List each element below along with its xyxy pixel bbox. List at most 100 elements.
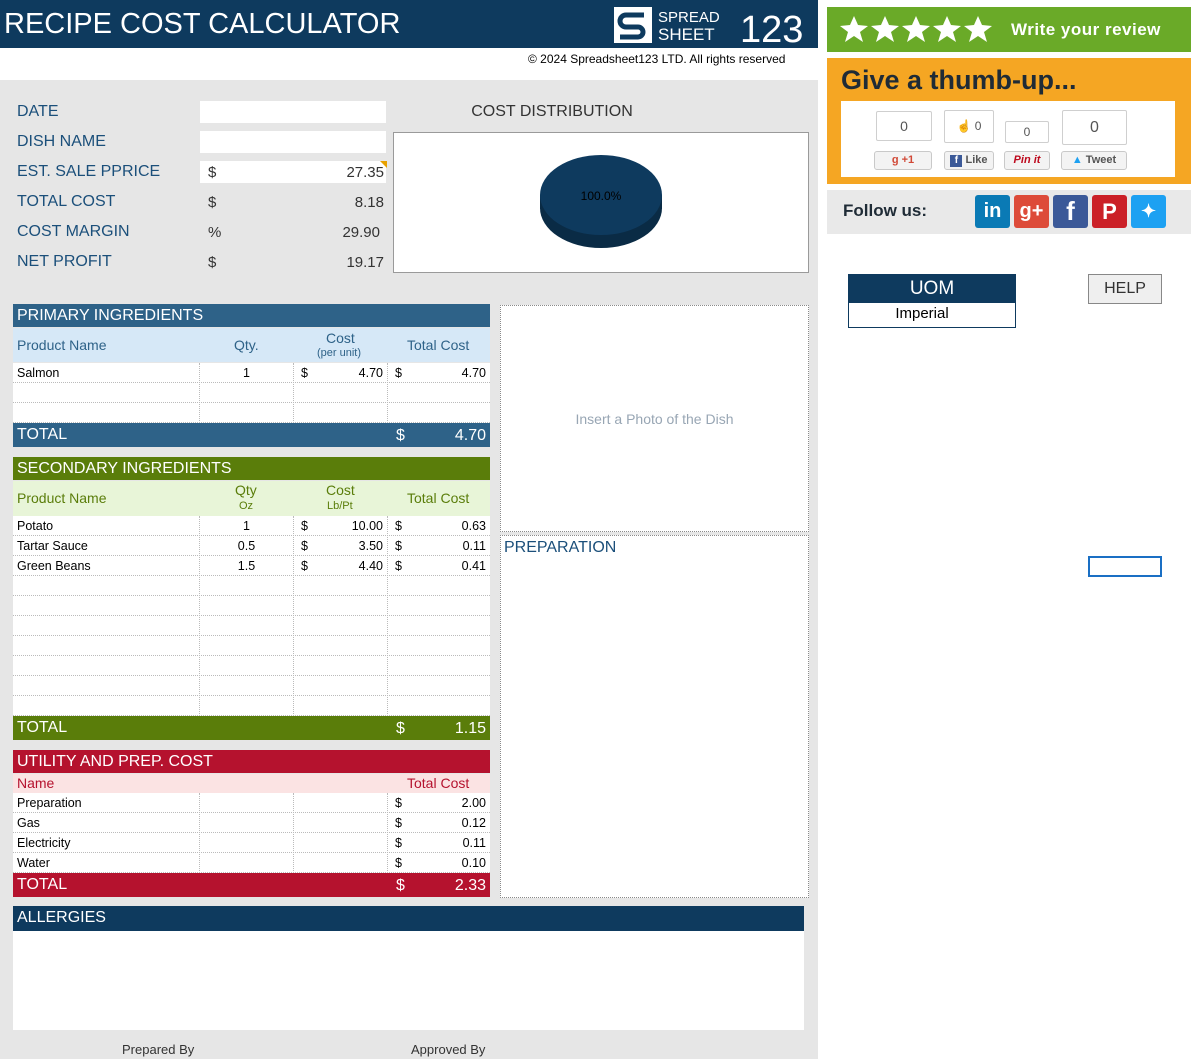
utility-total-currency: $ — [396, 877, 405, 894]
primary-column-headers — [13, 328, 490, 362]
fb-like-count: ☝ 0 — [944, 110, 994, 143]
linkedin-icon[interactable]: in — [975, 195, 1010, 228]
secondary-total-label: TOTAL — [17, 719, 68, 736]
primary-row-total: 4.70 — [461, 366, 486, 380]
primary-total-currency: $ — [396, 427, 405, 444]
primary-row-cost: 4.70 — [358, 366, 383, 380]
table-row[interactable] — [13, 616, 490, 636]
secondary-total-currency: $ — [396, 720, 405, 737]
table-row[interactable] — [13, 383, 490, 403]
allergies-header — [13, 906, 804, 931]
utility-row-currency: $ — [395, 856, 402, 870]
utility-row-name: Electricity — [17, 836, 71, 850]
utility-row-currency: $ — [395, 796, 402, 810]
table-row[interactable] — [13, 793, 490, 813]
sale-price-input[interactable] — [200, 161, 386, 183]
primary-head-cost-sub: (per unit) — [317, 347, 362, 359]
table-row[interactable] — [13, 636, 490, 656]
fb-like-label: Like — [965, 154, 988, 166]
primary-row-qty: 1 — [243, 366, 250, 380]
table-row[interactable] — [13, 556, 490, 576]
gplus-button[interactable]: g +1 — [874, 151, 932, 170]
tweet-label: Tweet — [1085, 154, 1117, 166]
dish-name-input[interactable] — [200, 131, 386, 153]
utility-row-name: Preparation — [17, 796, 82, 810]
table-row[interactable] — [13, 596, 490, 616]
pie-slice[interactable] — [540, 155, 662, 235]
table-row[interactable] — [13, 696, 490, 716]
secondary-row-name: Potato — [17, 519, 54, 533]
table-row[interactable] — [13, 403, 490, 423]
google-plus-icon[interactable]: g+ — [1014, 195, 1049, 228]
thumb-up-title: Give a thumb-up... — [841, 65, 1077, 95]
help-button[interactable]: HELP — [1088, 274, 1162, 304]
five-star-rating-icon — [840, 16, 992, 42]
selected-cell[interactable] — [1088, 556, 1162, 577]
secondary-total-value: 1.15 — [454, 720, 486, 737]
twitter-small-icon: ▲ — [1071, 154, 1083, 166]
utility-row-total: 2.00 — [461, 796, 486, 810]
net-profit-label: NET PROFIT — [17, 253, 112, 270]
utility-row-name: Water — [17, 856, 50, 870]
page-title: RECIPE COST CALCULATOR — [4, 8, 401, 40]
net-profit-currency: $ — [208, 254, 217, 271]
facebook-icon[interactable]: f — [1053, 195, 1088, 228]
pie-chart-svg: 100.0% — [540, 155, 662, 248]
chart-title: COST DISTRIBUTION — [471, 103, 633, 120]
secondary-row-total: 0.41 — [461, 559, 486, 573]
secondary-head-product: Product Name — [17, 490, 107, 506]
cost-distribution-chart[interactable]: 100.0% — [393, 132, 809, 273]
primary-ingredients-header: PRIMARY INGREDIENTS — [13, 304, 490, 327]
table-row[interactable] — [13, 833, 490, 853]
utility-cost-title: UTILITY AND PREP. COST — [17, 753, 213, 770]
primary-head-product: Product Name — [17, 337, 107, 353]
utility-head-name: Name — [17, 775, 55, 791]
utility-column-headers — [13, 774, 490, 793]
table-row[interactable] — [13, 363, 490, 383]
table-row[interactable] — [13, 813, 490, 833]
uom-value[interactable]: Imperial — [895, 305, 949, 322]
gplus-label: +1 — [901, 154, 915, 166]
tweet-button[interactable]: ▲ Tweet — [1061, 151, 1127, 170]
primary-total-row: TOTAL — [13, 423, 490, 447]
dish-photo-area[interactable] — [500, 305, 809, 532]
pinterest-icon[interactable]: P — [1092, 195, 1127, 228]
primary-total-label: TOTAL — [17, 426, 68, 443]
sale-price-currency: $ — [208, 164, 217, 181]
cost-margin-value: 29.90 — [342, 224, 380, 241]
secondary-head-qty-sub: Oz — [239, 500, 254, 512]
secondary-row-currency: $ — [395, 559, 402, 573]
table-row[interactable] — [13, 676, 490, 696]
copyright-text: © 2024 Spreadsheet123 LTD. All rights re… — [528, 52, 786, 66]
primary-ingredients-title: PRIMARY INGREDIENTS — [17, 307, 204, 324]
utility-row-currency: $ — [395, 836, 402, 850]
pin-it-button[interactable]: Pin it — [1004, 151, 1050, 170]
preparation-area[interactable] — [500, 535, 809, 898]
primary-total-value: 4.70 — [454, 427, 486, 444]
allergies-input[interactable] — [13, 931, 804, 1030]
table-row[interactable] — [13, 576, 490, 596]
table-row[interactable] — [13, 656, 490, 676]
secondary-row-qty: 1 — [243, 519, 250, 533]
secondary-row-cost: 4.40 — [358, 559, 383, 573]
table-row[interactable] — [13, 853, 490, 873]
allergies-title: ALLERGIES — [17, 909, 106, 926]
fb-like-button[interactable]: f Like — [944, 151, 994, 170]
secondary-row-cost: 10.00 — [351, 519, 383, 533]
secondary-head-total: Total Cost — [407, 490, 470, 506]
primary-row-currency: $ — [395, 366, 402, 380]
facebook-small-icon: f — [950, 155, 963, 167]
table-row[interactable] — [13, 516, 490, 536]
sale-price-label: EST. SALE PPRICE — [17, 163, 161, 180]
secondary-ingredients-header: SECONDARY INGREDIENTS — [13, 457, 490, 480]
twitter-icon[interactable]: ✦ — [1131, 195, 1166, 228]
secondary-row-qty: 0.5 — [237, 539, 256, 553]
date-input[interactable] — [200, 101, 386, 123]
utility-row-total: 0.11 — [462, 836, 486, 850]
primary-head-total: Total Cost — [407, 337, 470, 353]
total-cost-currency: $ — [208, 194, 217, 211]
preparation-title: PREPARATION — [504, 539, 617, 556]
table-row[interactable] — [13, 536, 490, 556]
utility-row-name: Gas — [17, 816, 40, 830]
pie-data-label: 100.0% — [581, 189, 622, 203]
